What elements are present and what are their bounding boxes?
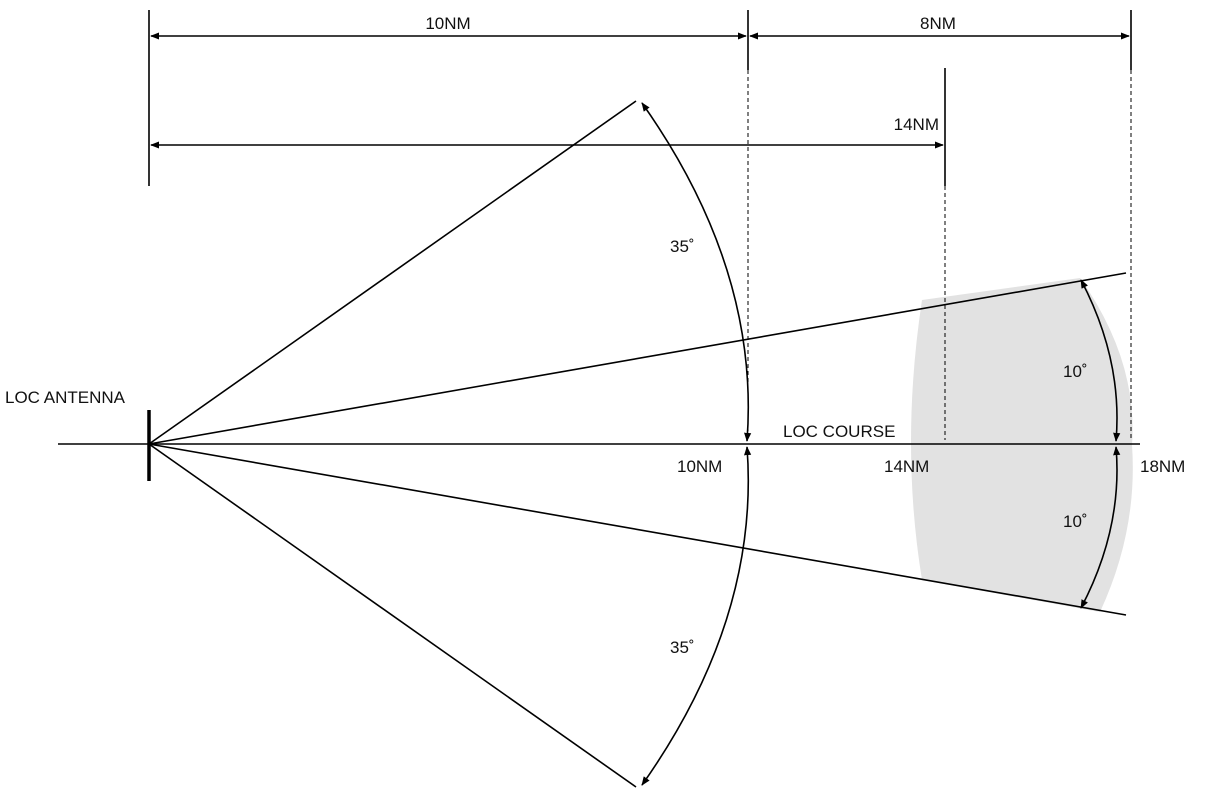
angle-arc-10-upper	[1080, 279, 1121, 442]
angle-arc-10-lower	[1080, 446, 1121, 609]
label-angle-35-upper: 35˚	[670, 237, 695, 256]
label-distance-10nm: 10NM	[677, 457, 722, 476]
sector-line-10-lower	[148, 443, 1127, 616]
label-dim-8nm: 8NM	[920, 14, 956, 33]
label-angle-35-lower: 35˚	[670, 638, 695, 657]
label-distance-18nm: 18NM	[1140, 457, 1185, 476]
label-dim-14nm: 14NM	[894, 115, 939, 134]
label-loc-antenna: LOC ANTENNA	[5, 388, 126, 407]
label-loc-course: LOC COURSE	[783, 422, 895, 441]
sector-line-35-lower	[148, 443, 637, 788]
label-dim-10nm: 10NM	[425, 14, 470, 33]
angle-arc-35-lower	[641, 446, 752, 786]
label-angle-10-upper: 10˚	[1063, 362, 1088, 381]
label-distance-14nm: 14NM	[884, 457, 929, 476]
sector-line-35-upper	[148, 100, 637, 445]
angle-arc-35-upper	[641, 102, 752, 442]
label-angle-10-lower: 10˚	[1063, 512, 1088, 531]
sector-line-10-upper	[148, 272, 1127, 445]
shaded-coverage-zone	[911, 278, 1133, 612]
